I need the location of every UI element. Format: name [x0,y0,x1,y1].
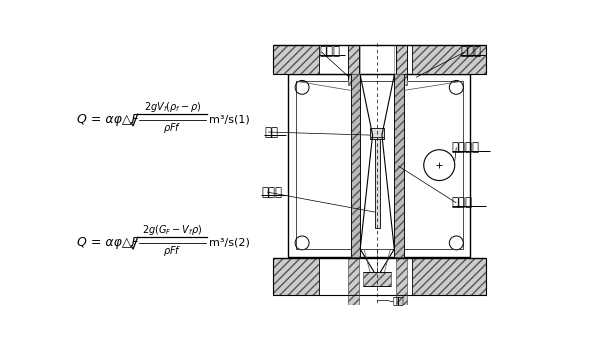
Bar [348,295,359,305]
Text: $2g(G_F-V_f\rho)$: $2g(G_F-V_f\rho)$ [142,223,203,237]
Bar [412,258,486,295]
Bar [348,45,359,85]
Text: m³/s: m³/s [209,115,234,125]
Bar [396,45,407,85]
Text: 随动系统: 随动系统 [452,141,479,154]
Bar [370,137,384,139]
Text: m³/s: m³/s [209,238,234,248]
Bar [272,258,319,295]
Text: 锥形管: 锥形管 [452,196,473,209]
Bar [351,73,360,257]
Bar [370,128,384,139]
Text: $\rho Ff$: $\rho Ff$ [163,245,182,258]
Text: (2): (2) [234,238,250,248]
Text: (1): (1) [234,115,250,125]
Bar [364,272,391,286]
Bar [394,73,404,257]
Text: Q = αφ△F: Q = αφ△F [77,113,139,126]
Text: 浮子: 浮子 [264,126,278,139]
Bar [412,45,486,73]
Bar [375,139,380,227]
Bar [396,258,407,295]
Bar [348,258,359,295]
Text: $2gV_f(\rho_f - \rho)$: $2gV_f(\rho_f - \rho)$ [144,99,202,114]
Text: 导向管: 导向管 [261,186,282,199]
Text: $\rho Ff$: $\rho Ff$ [163,121,182,135]
Text: Q = αφ△F: Q = αφ△F [77,236,139,249]
Text: 显示器: 显示器 [319,45,340,58]
Text: 测量管: 测量管 [460,45,481,58]
Bar [396,295,407,305]
Text: 子钱: 子钱 [393,295,404,305]
Bar [288,73,470,257]
Bar [272,45,319,73]
Bar [296,81,463,249]
